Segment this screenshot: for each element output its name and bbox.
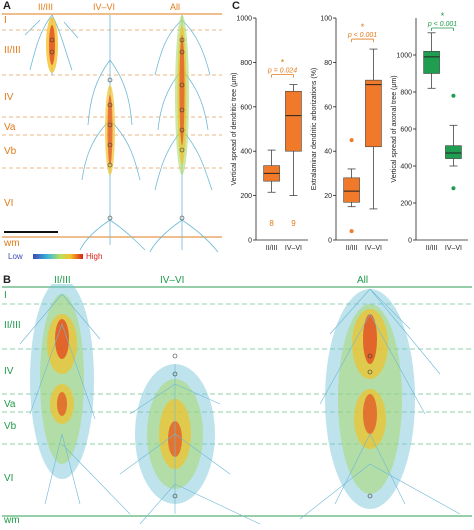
significance-star: * [281, 58, 285, 68]
x-tick-label: IV–VI [445, 245, 462, 252]
panel-a-neuron-2-3 [24, 14, 79, 75]
panel-a-layer-ii-iii: II/III [4, 45, 21, 56]
box [343, 177, 360, 203]
panel-a-col-2: IV–VI [93, 2, 116, 12]
panel-a-neuron-4-6 [79, 15, 146, 251]
y-tick-label: 80 [324, 60, 332, 67]
panel-b-layer-vi: VI [4, 473, 14, 484]
panel-a-legend-low: Low [8, 252, 23, 261]
y-tick-label: 60 [324, 104, 332, 111]
significance-label: p < 0.001 [427, 21, 457, 28]
y-tick-label: 0 [328, 238, 332, 245]
box [423, 50, 440, 74]
y-tick-label: 1000 [236, 16, 252, 23]
outlier-point [451, 93, 456, 98]
panel-b-layer-wm: wm [4, 515, 20, 526]
x-tick-label: II/III [266, 245, 278, 252]
panel-a-morphology [2, 13, 222, 259]
y-tick-label: 20 [324, 193, 332, 200]
y-axis-label: Vertical spread of dendritic tree (μm) [231, 73, 238, 186]
box [285, 90, 302, 152]
significance-label: p < 0.001 [347, 32, 377, 39]
y-tick-label: 0 [408, 238, 412, 245]
panel-b-morphology [2, 284, 472, 525]
panel-a-col-3: All [170, 2, 181, 12]
panel-a-layer-va: Va [4, 122, 16, 133]
x-tick-label: IV–VI [365, 245, 382, 252]
y-axis-label: Vertical spread of axonal tree (μm) [391, 75, 398, 182]
box [445, 145, 462, 159]
y-tick-label: 600 [400, 127, 412, 134]
y-tick-label: 0 [248, 238, 252, 245]
panel-b-col-3: All [357, 275, 369, 286]
outlier-point [349, 229, 354, 234]
y-tick-label: 400 [400, 164, 412, 171]
x-tick-label: IV–VI [285, 245, 302, 252]
y-tick-label: 1000 [396, 53, 412, 60]
panel-b-col-2: IV–VI [160, 275, 185, 286]
panel-b-col-1: II/III [54, 275, 71, 286]
panel-a-layer-vb: Vb [4, 146, 17, 157]
panel-b-density-all [299, 288, 461, 520]
y-tick-label: 40 [324, 149, 332, 156]
panel-a-legend-gradient [33, 254, 83, 259]
panel-a-neuron-all [149, 15, 219, 253]
panel-b-layer-ii-iii: II/III [4, 320, 21, 331]
panel-c-letter: C [232, 0, 240, 12]
panel-a-legend-high: High [86, 252, 103, 261]
y-tick-label: 400 [240, 149, 252, 156]
panel-a-letter: A [3, 0, 11, 12]
y-tick-label: 200 [240, 193, 252, 200]
box [365, 79, 382, 148]
y-tick-label: 200 [400, 201, 412, 208]
panel-b-density-2-3 [19, 284, 131, 515]
x-tick-label: II/III [346, 245, 358, 252]
count-label: 9 [291, 219, 296, 228]
panel-b-layer-i: I [4, 290, 7, 301]
outlier-point [451, 186, 456, 191]
y-tick-label: 100 [320, 16, 332, 23]
y-tick-label: 800 [240, 60, 252, 67]
y-axis-label: Extralaminar dendritic arborizations (%) [311, 68, 318, 191]
count-label: 8 [269, 219, 274, 228]
significance-star: * [361, 22, 365, 32]
panel-a-layer-iv: IV [4, 92, 14, 103]
x-tick-label: II/III [426, 245, 438, 252]
panel-b-layer-iv: IV [4, 366, 14, 377]
y-tick-label: 600 [240, 104, 252, 111]
panel-a-layer-i: I [4, 15, 7, 26]
panel-a-layer-vi: VI [4, 198, 14, 209]
outlier-point [349, 138, 354, 143]
panel-b-density-4-6 [119, 353, 261, 525]
y-tick-label: 800 [400, 90, 412, 97]
panel-a-col-1: II/III [38, 2, 54, 12]
panel-b-layer-va: Va [4, 399, 16, 410]
panel-a-layer-wm: wm [4, 238, 20, 249]
panel-b-letter: B [3, 274, 11, 286]
significance-star: * [441, 11, 445, 21]
panel-b-layer-vb: Vb [4, 421, 17, 432]
significance-label: p = 0.024 [267, 68, 297, 75]
